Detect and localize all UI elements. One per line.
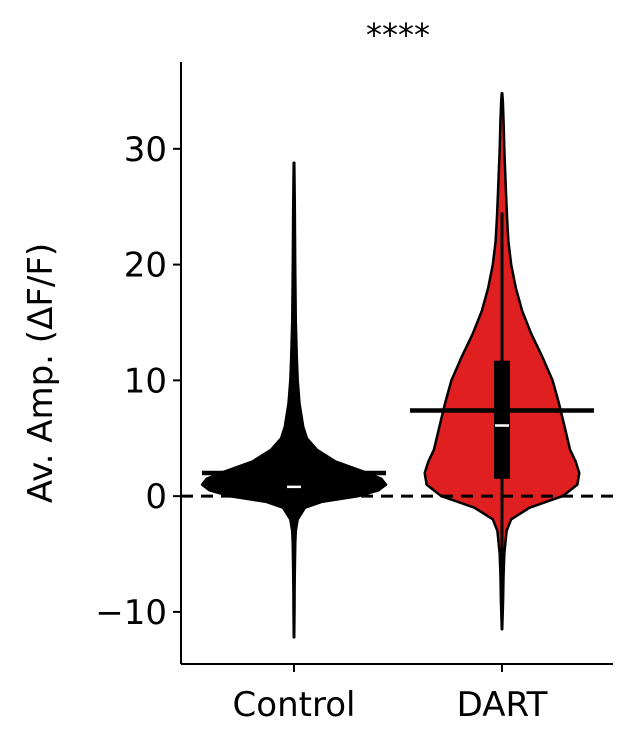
y-tick-label: 20 bbox=[124, 246, 167, 286]
box-control bbox=[286, 477, 302, 493]
y-ticks: −10 0 10 20 30 bbox=[95, 130, 181, 633]
y-tick-label: 30 bbox=[124, 130, 167, 170]
y-tick-label: 10 bbox=[124, 361, 167, 401]
significance-label: **** bbox=[366, 16, 430, 54]
y-tick-label: 0 bbox=[145, 477, 167, 517]
x-ticks: Control DART bbox=[233, 664, 548, 725]
violins bbox=[200, 92, 594, 639]
y-tick-label: −10 bbox=[95, 593, 167, 633]
y-axis-label: Av. Amp. (ΔF/F) bbox=[21, 243, 61, 503]
x-tick-label-dart: DART bbox=[457, 685, 548, 725]
x-tick-label-control: Control bbox=[233, 685, 356, 725]
box-dart bbox=[494, 360, 510, 479]
axes bbox=[180, 62, 613, 665]
